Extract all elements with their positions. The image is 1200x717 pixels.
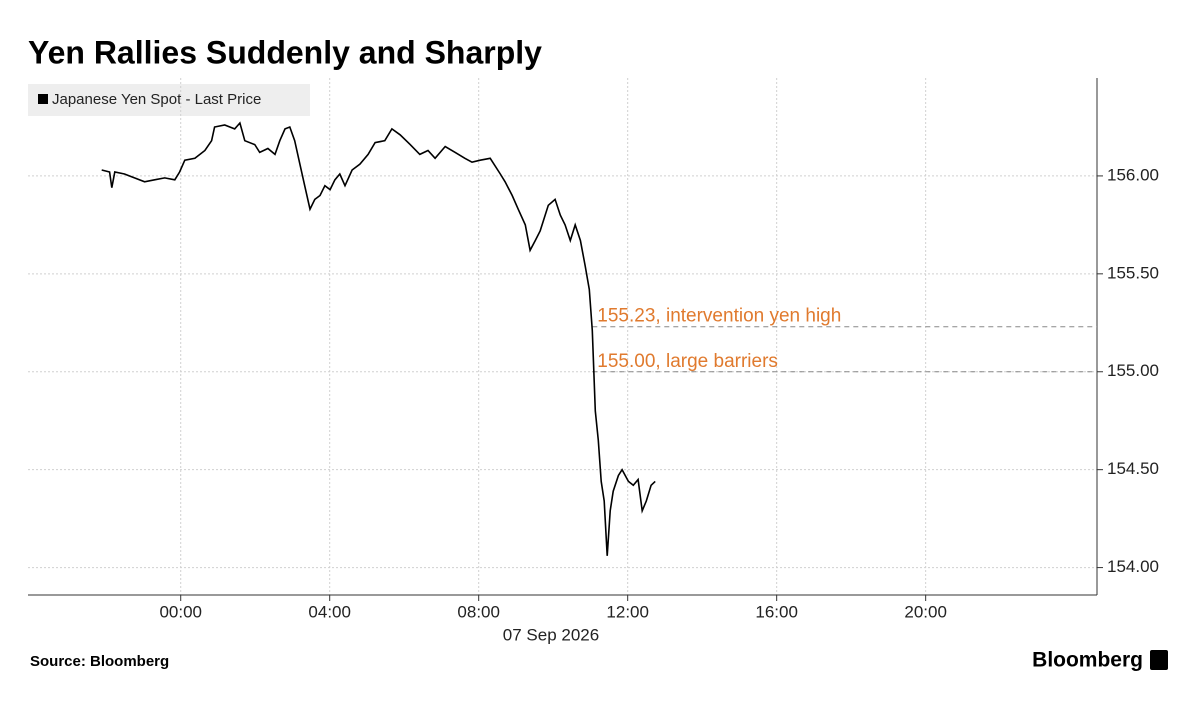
logo-icon	[1150, 650, 1168, 670]
x-tick-label: 12:00	[606, 602, 649, 621]
y-tick-label: 155.50	[1107, 263, 1159, 282]
price-line	[101, 121, 656, 556]
logo: Bloomberg	[1032, 649, 1143, 672]
y-tick-label: 156.00	[1107, 165, 1159, 184]
legend-swatch	[38, 94, 48, 104]
x-axis-label: 07 Sep 2026	[503, 625, 599, 644]
x-tick-label: 20:00	[904, 602, 947, 621]
x-tick-label: 00:00	[159, 602, 202, 621]
annotation-text: 155.00, large barriers	[597, 351, 778, 372]
annotation-text: 155.23, intervention yen high	[597, 306, 841, 327]
y-tick-label: 155.00	[1107, 361, 1159, 380]
y-tick-label: 154.00	[1107, 557, 1159, 576]
x-tick-label: 08:00	[457, 602, 500, 621]
legend-box	[28, 84, 310, 116]
x-tick-label: 16:00	[755, 602, 798, 621]
y-tick-label: 154.50	[1107, 459, 1159, 478]
chart-title: Yen Rallies Suddenly and Sharply	[28, 34, 542, 70]
x-tick-label: 04:00	[308, 602, 351, 621]
legend-label: Japanese Yen Spot - Last Price	[52, 91, 261, 108]
source: Source: Bloomberg	[30, 653, 169, 670]
